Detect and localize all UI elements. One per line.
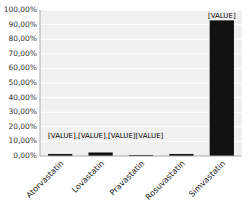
x-tick-label: Atorvastatin: [25, 159, 66, 200]
x-axis: [40, 156, 242, 157]
y-tick-label: 20,00%: [8, 122, 37, 131]
y-tick-label: 90,00%: [8, 20, 37, 29]
y-tick-label: 100,00%: [4, 5, 37, 14]
y-tick-label: 80,00%: [8, 34, 37, 43]
y-tick-label: 0,00%: [13, 151, 37, 160]
bar: [210, 20, 234, 156]
y-tick-label: 70,00%: [8, 49, 37, 58]
y-tick-label: 50,00%: [8, 78, 37, 87]
plot-background: [40, 10, 242, 156]
y-axis: [40, 10, 41, 156]
y-tick-label: 40,00%: [8, 93, 37, 102]
annotation: [VALUE]: [208, 12, 236, 20]
x-tick-label: Lovastatin: [70, 159, 106, 195]
bar: [88, 152, 112, 156]
x-tick-label: Pravastatin: [108, 159, 146, 197]
annotation: [VALUE],[VALUE],[VALUE][VALUE]: [48, 132, 163, 140]
y-tick-label: 10,00%: [8, 136, 37, 145]
y-tick-label: 30,00%: [8, 107, 37, 116]
grid-line: [40, 10, 242, 11]
y-tick-label: 60,00%: [8, 63, 37, 72]
x-tick-label: Simvastatin: [187, 159, 227, 199]
x-tick-label: Rosuvastatin: [144, 159, 187, 202]
grid-line: [40, 156, 242, 157]
bars: [48, 20, 234, 156]
chart: 0,00% 10,00% 20,00% 30,00% 40,00% 50,00% 60,00…: [0, 0, 250, 202]
